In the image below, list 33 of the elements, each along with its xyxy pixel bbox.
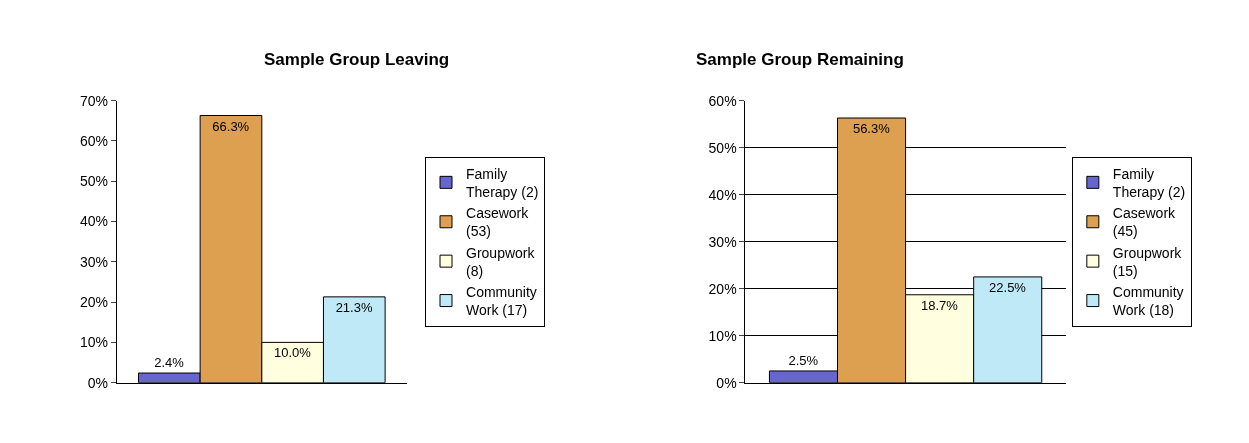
y-tick-label: 50% (79, 173, 108, 190)
y-tick-label: 50% (708, 139, 737, 156)
data-label: 18.7% (920, 297, 959, 313)
chart-title: Sample Group Remaining (696, 50, 904, 69)
legend-label: Groupwork (8) (466, 244, 536, 279)
legend-label: Community Work (18) (1112, 283, 1184, 319)
y-tick-label: 40% (79, 213, 108, 230)
y-tick-label: 20% (79, 294, 108, 310)
legend-label: Community Work (17) (466, 283, 537, 319)
y-tick-label: 40% (708, 186, 737, 203)
data-label: 22.5% (989, 279, 1027, 295)
data-label: 21.3% (335, 299, 373, 315)
legend-label: Groupwork (15) (1112, 244, 1183, 279)
y-tick-label: 60% (79, 132, 108, 149)
y-tick-label: 0% (716, 374, 737, 391)
data-label: 66.3% (212, 118, 250, 134)
data-label: 2.5% (788, 352, 819, 368)
legend-label: Casework (53) (466, 205, 530, 240)
legend-label: Casework (45) (1112, 205, 1177, 240)
legend-label: Family Therapy (2) (466, 165, 539, 200)
chart-title: Sample Group Leaving (264, 50, 450, 69)
y-tick-label: 0% (87, 374, 108, 391)
y-tick-label: 30% (79, 253, 108, 270)
data-label: 56.3% (852, 121, 891, 136)
y-tick-label: 60% (708, 92, 737, 109)
legend-label: Family Therapy (2) (1112, 165, 1186, 200)
data-label: 2.4% (154, 355, 185, 371)
y-tick-label: 20% (708, 280, 737, 297)
data-label: 10.0% (273, 345, 312, 361)
y-tick-label: 30% (708, 233, 737, 250)
y-tick-label: 70% (79, 92, 108, 109)
y-tick-label: 10% (79, 334, 108, 351)
y-tick-label: 10% (708, 327, 737, 344)
